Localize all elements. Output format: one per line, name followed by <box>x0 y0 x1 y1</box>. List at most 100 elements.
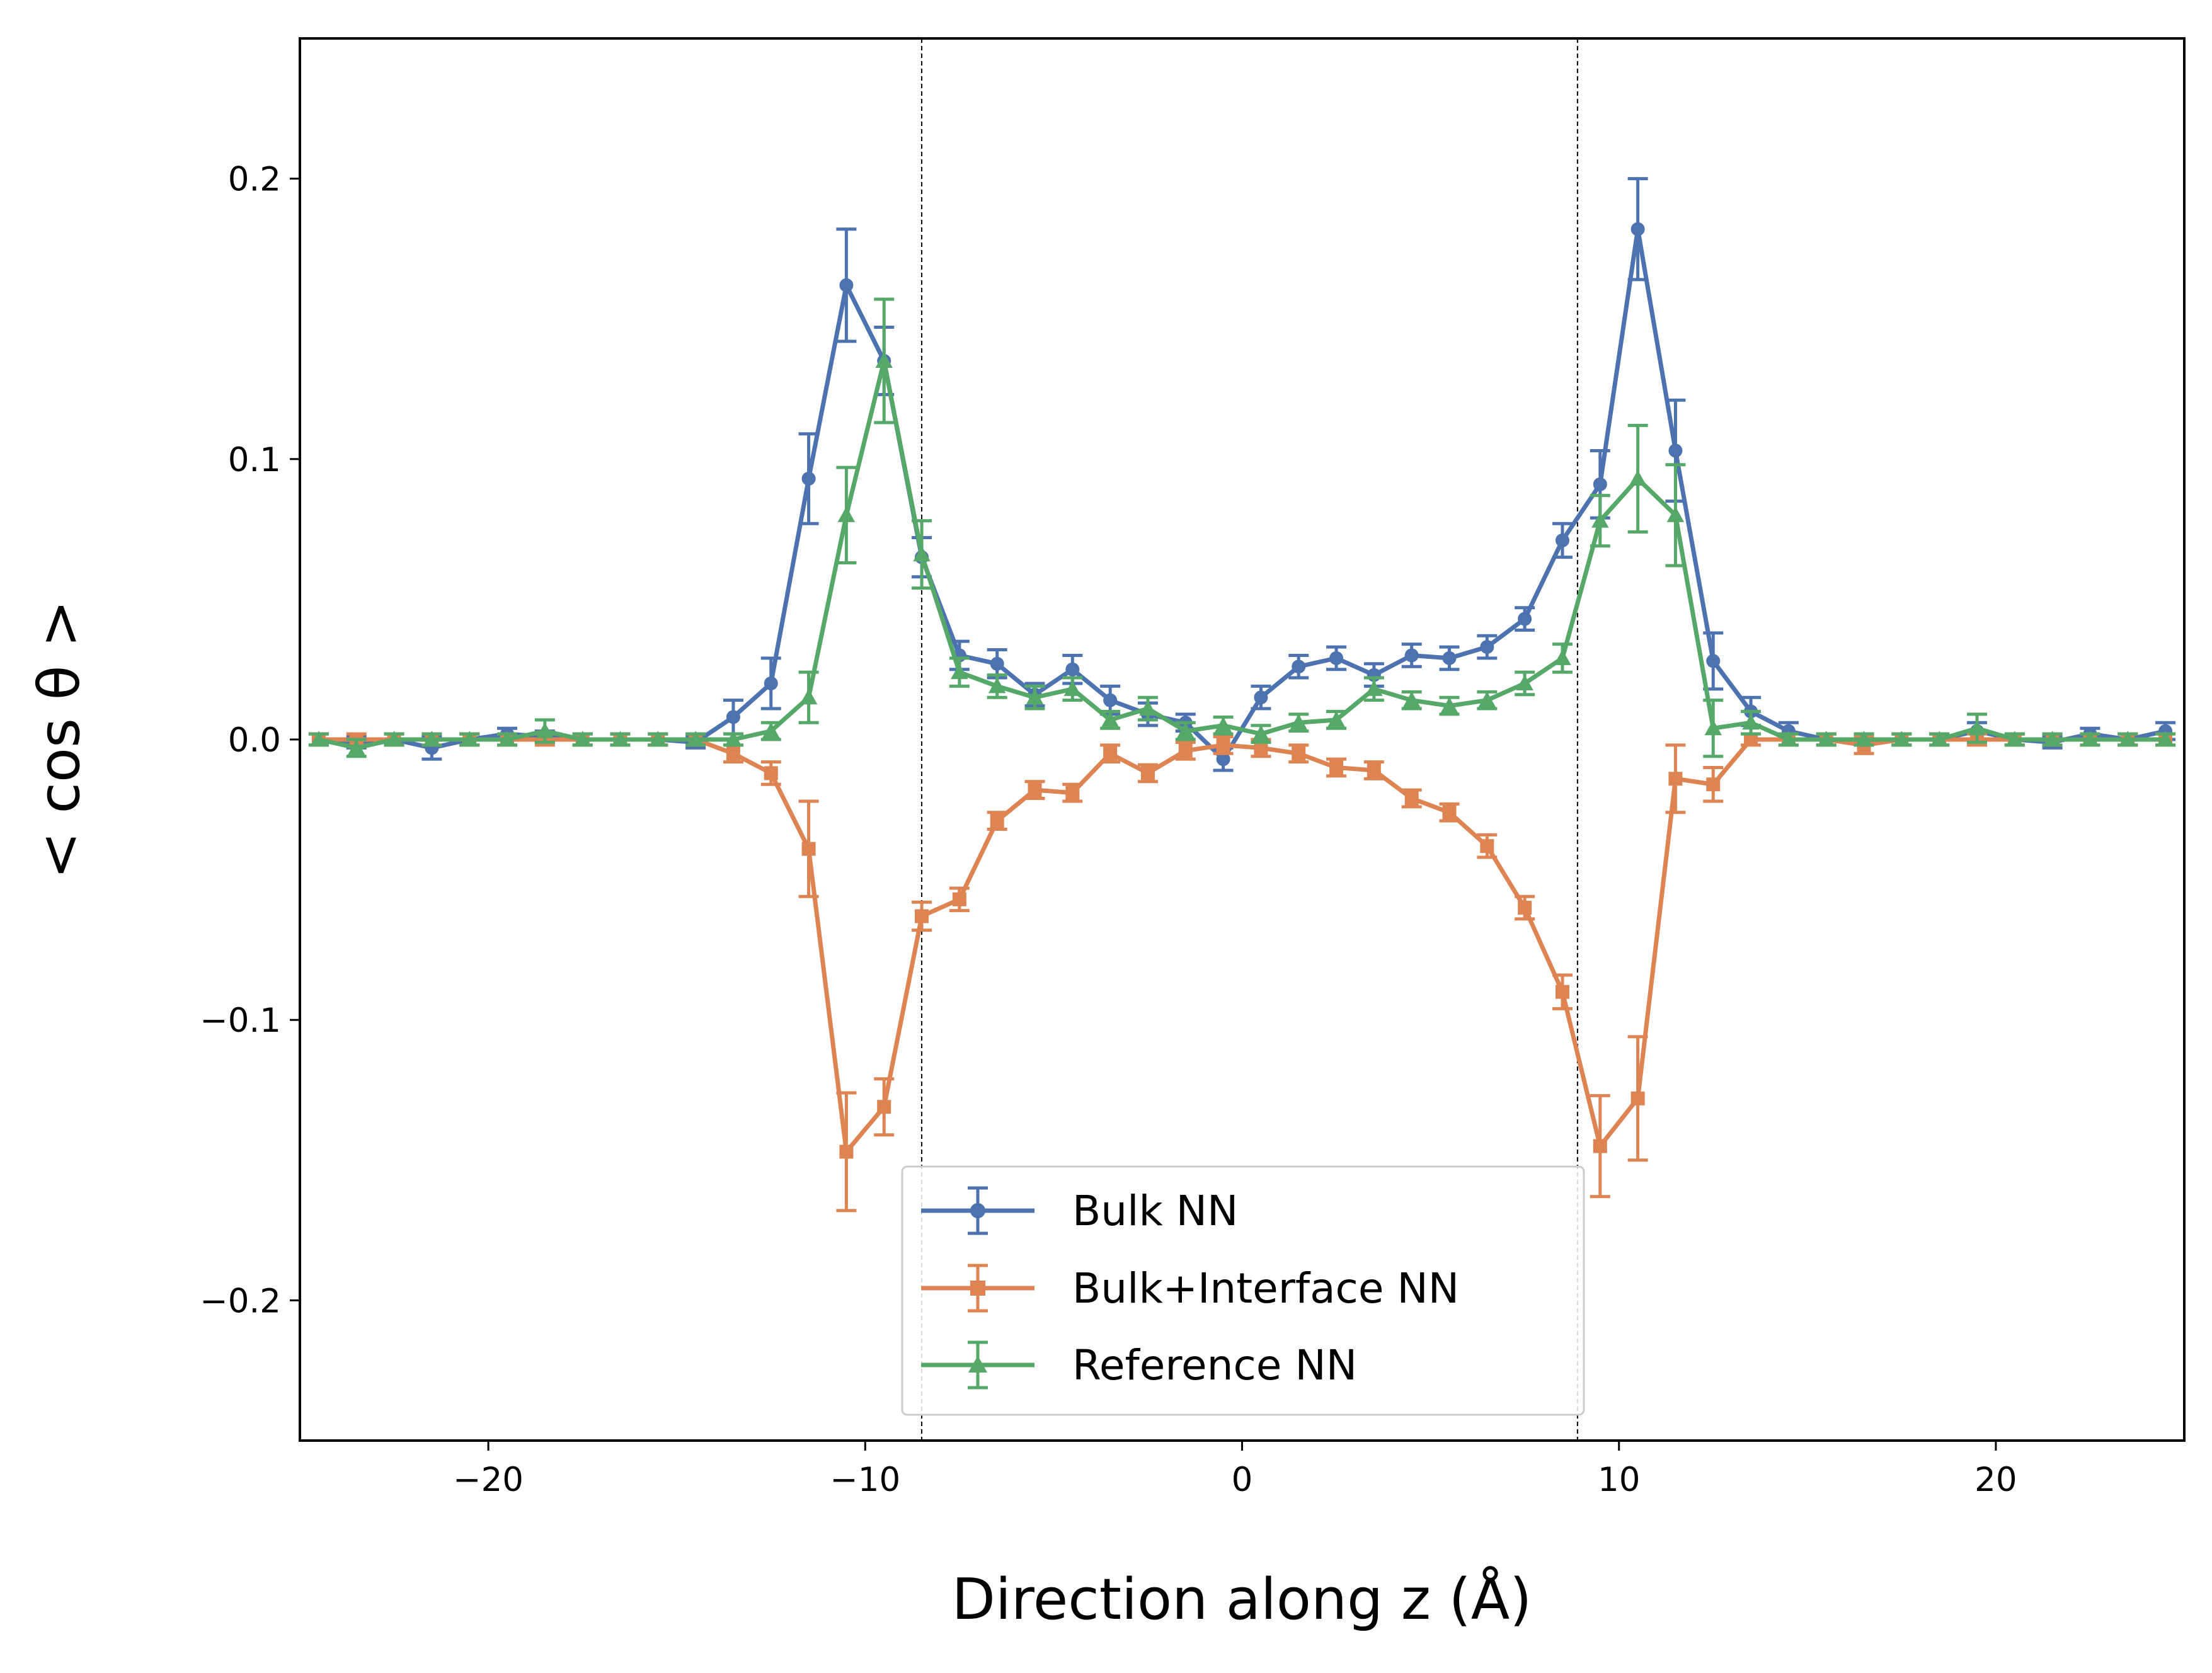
data-point <box>1367 763 1381 777</box>
series-layer <box>308 177 2176 1213</box>
data-point <box>1402 691 1421 707</box>
data-point <box>839 278 854 292</box>
x-tick-label: −20 <box>453 1461 524 1499</box>
data-point <box>1780 731 1797 746</box>
data-point <box>801 842 816 856</box>
data-point <box>1292 746 1306 761</box>
data-point <box>970 1203 985 1218</box>
data-point <box>1630 222 1645 236</box>
data-point <box>1327 711 1345 727</box>
data-point <box>1478 691 1496 707</box>
y-tick-label: 0.0 <box>228 721 281 760</box>
x-axis: −20 −10 0 10 20 <box>453 1441 2017 1499</box>
data-point <box>1329 760 1344 775</box>
data-point <box>968 1356 987 1373</box>
data-point <box>1518 901 1532 915</box>
data-point <box>687 731 704 746</box>
data-point <box>1404 648 1419 663</box>
data-point <box>385 731 403 746</box>
x-tick-label: 20 <box>1974 1461 2017 1499</box>
data-point <box>1252 725 1270 741</box>
data-point <box>1930 731 1948 746</box>
data-point <box>1065 662 1080 677</box>
series-line <box>318 737 2166 1154</box>
x-tick-label: −10 <box>830 1461 900 1499</box>
data-point <box>1704 719 1722 736</box>
data-point <box>1365 680 1383 696</box>
data-point <box>1555 533 1569 547</box>
data-point <box>1404 791 1419 806</box>
data-point <box>1101 711 1119 727</box>
y-axis-label: < cos θ > <box>26 600 93 879</box>
data-point <box>762 722 780 738</box>
data-point <box>1103 746 1118 761</box>
y-tick-label: −0.2 <box>200 1282 281 1320</box>
series-line <box>318 358 2166 750</box>
data-point <box>1292 659 1306 674</box>
data-point <box>1593 477 1607 491</box>
y-tick-label: −0.1 <box>200 1002 281 1040</box>
data-point <box>310 731 328 746</box>
data-point <box>1329 651 1344 665</box>
data-point <box>1666 506 1685 522</box>
legend-entry: Bulk+Interface NN <box>921 1264 1459 1313</box>
data-point <box>1706 654 1721 668</box>
data-point <box>536 722 554 738</box>
data-point <box>2157 731 2174 746</box>
data-point <box>1744 733 1758 746</box>
data-point <box>1290 714 1307 730</box>
data-point <box>1442 651 1457 665</box>
data-point <box>988 677 1006 694</box>
data-point <box>461 731 478 746</box>
data-point <box>2043 731 2061 746</box>
legend-label: Reference NN <box>1072 1341 1357 1390</box>
data-point <box>1028 783 1042 797</box>
data-point <box>2081 731 2099 746</box>
data-point <box>725 731 742 746</box>
legend: Bulk NN Bulk+Interface NN Reference NN <box>901 1165 1585 1416</box>
x-tick-label: 0 <box>1232 1461 1253 1499</box>
data-point <box>1216 738 1230 752</box>
x-tick-label: 10 <box>1598 1461 1640 1499</box>
data-point <box>1518 612 1532 626</box>
legend-label: Bulk NN <box>1072 1187 1238 1235</box>
data-point <box>1178 743 1193 758</box>
data-point <box>1630 1091 1645 1105</box>
data-point <box>2119 731 2137 746</box>
data-point <box>1139 700 1157 716</box>
data-point <box>1140 766 1155 780</box>
data-point <box>990 656 1004 671</box>
data-point <box>1554 649 1571 665</box>
data-point <box>1855 731 1873 746</box>
series-bulk-interface-nn <box>308 732 2176 1213</box>
data-point <box>1254 741 1268 755</box>
data-point <box>2006 731 2024 746</box>
data-point <box>1480 640 1494 654</box>
data-point <box>649 731 667 746</box>
data-point <box>1893 731 1911 746</box>
data-point <box>423 731 441 746</box>
legend-label: Bulk+Interface NN <box>1072 1264 1459 1313</box>
data-point <box>1555 985 1569 999</box>
data-point <box>837 506 856 522</box>
data-point <box>1742 714 1760 730</box>
data-point <box>1629 470 1647 486</box>
data-point <box>1440 697 1458 713</box>
y-tick-label: 0.1 <box>228 441 281 479</box>
y-tick-label: 0.2 <box>228 161 281 199</box>
data-point <box>1103 693 1118 707</box>
data-point <box>1516 675 1533 690</box>
data-point <box>1668 772 1683 786</box>
data-point <box>498 731 516 746</box>
data-point <box>1591 511 1609 528</box>
series-reference-nn <box>308 297 2176 758</box>
data-point <box>839 1145 854 1159</box>
x-axis-label: Direction along z (Å) <box>952 1565 1532 1633</box>
data-point <box>1063 680 1082 696</box>
data-point <box>726 746 740 761</box>
series-bulk-nn <box>308 177 2176 772</box>
data-point <box>1026 688 1044 705</box>
data-point <box>1442 805 1457 819</box>
data-point <box>875 352 893 368</box>
